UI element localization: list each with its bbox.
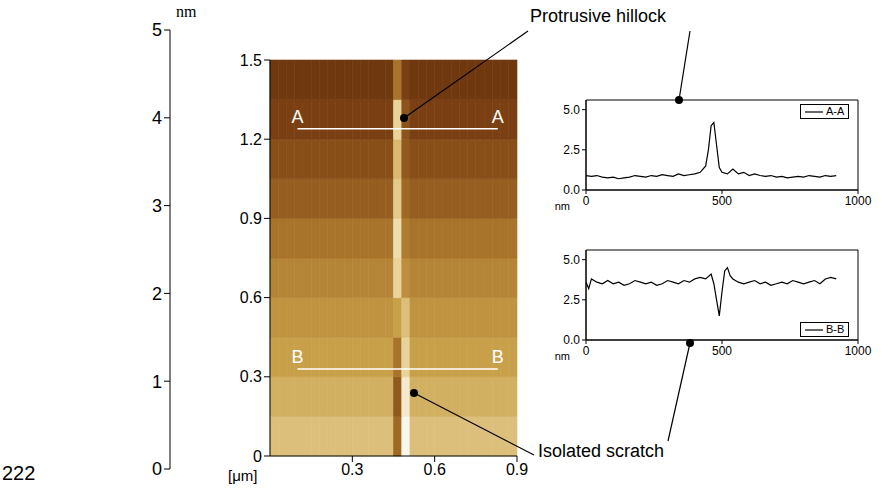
svg-text:4: 4 [152,108,162,128]
html-text:Protrusive hillock: Protrusive hillock [530,6,666,26]
svg-text:1.2: 1.2 [240,131,262,148]
svg-text:500: 500 [712,344,732,358]
svg-text:0: 0 [253,448,262,465]
html-text:Isolated scratch: Isolated scratch [538,441,665,461]
svg-text:0.3: 0.3 [341,461,363,478]
svg-text:0.6: 0.6 [424,461,446,478]
svg-text:2: 2 [152,284,162,304]
svg-text:3: 3 [152,196,162,216]
svg-text:B: B [492,347,504,367]
svg-text:0: 0 [152,459,162,479]
svg-text:0.9: 0.9 [506,461,528,478]
svg-text:1: 1 [152,372,162,392]
svg-text:1.5: 1.5 [240,52,262,69]
svg-text:B: B [291,347,303,367]
svg-text:0.6: 0.6 [240,289,262,306]
svg-text:0: 0 [583,194,590,208]
svg-text:2.5: 2.5 [563,143,580,157]
svg-text:0.9: 0.9 [240,210,262,227]
html-text:nm: nm [176,3,197,20]
svg-text:0.0: 0.0 [563,333,580,347]
html-text:B-B: B-B [826,323,845,335]
svg-text:0.0: 0.0 [563,183,580,197]
html-text:222: 222 [2,462,36,484]
svg-text:1000: 1000 [845,194,872,208]
svg-text:5: 5 [152,20,162,40]
svg-text:0: 0 [583,344,590,358]
svg-text:2.5: 2.5 [563,293,580,307]
html-text:A-A: A-A [826,105,845,117]
svg-text:A: A [291,107,303,127]
svg-text:500: 500 [712,194,732,208]
svg-text:nm: nm [555,350,570,362]
svg-text:5.0: 5.0 [563,103,580,117]
svg-text:5.0: 5.0 [563,253,580,267]
svg-text:1000: 1000 [845,344,872,358]
svg-text:A: A [492,107,504,127]
html-text:[μm]: [μm] [228,467,258,484]
svg-text:nm: nm [555,200,570,212]
svg-text:0.3: 0.3 [240,368,262,385]
